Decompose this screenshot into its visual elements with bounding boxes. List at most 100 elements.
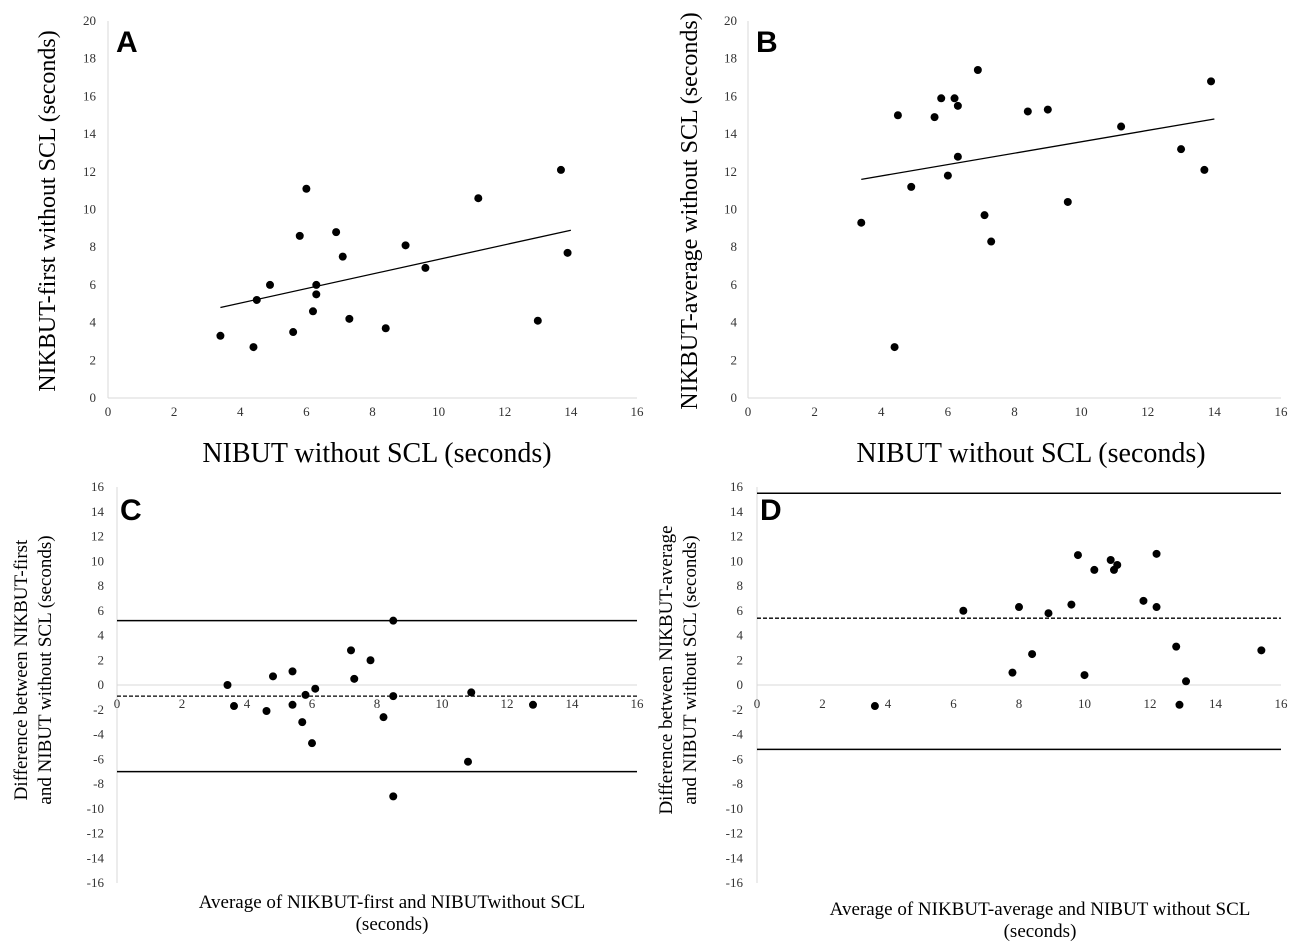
panel-b-data-point [1023, 107, 1032, 116]
panel-a-data-point [381, 324, 390, 333]
panel-c-data-point [529, 700, 537, 709]
panel-c-y-tick-label: 2 [98, 652, 105, 667]
panel-b-data-point [953, 152, 962, 161]
panel-b-data-point [907, 182, 916, 191]
panel-d-data-point [1080, 671, 1089, 680]
panel-d-data-point [870, 702, 879, 711]
panel-a-y-tick-label: 2 [90, 352, 97, 367]
panel-b-data-point [953, 101, 962, 110]
panel-a-data-point [421, 263, 430, 272]
panel-b-data-point [1117, 122, 1126, 131]
panel-d-data-point [1067, 600, 1076, 609]
panel-d-y-tick-label: -12 [726, 826, 743, 841]
panel-d-letter: D [760, 494, 782, 527]
panel-b-x-tick-label: 8 [1011, 404, 1018, 419]
panel-c-y-tick-label: -10 [87, 801, 104, 816]
panel-d-y-tick-label: -16 [726, 875, 744, 890]
panel-a-y-tick-label: 8 [90, 239, 97, 254]
panel-a-x-axis-title: NIBUT without SCL (seconds) [202, 438, 551, 469]
panel-b-data-point [950, 94, 959, 103]
panel-c-x-tick-label: 14 [566, 696, 580, 711]
panel-a-letter: A [116, 26, 138, 59]
panel-d-data-point [1028, 650, 1037, 659]
panel-c-y-tick-label: 6 [98, 603, 105, 618]
panel-d-x-axis-title-line1: Average of NIKBUT-average and NIBUT with… [830, 899, 1251, 920]
panel-b-x-tick-label: 14 [1208, 404, 1222, 419]
panel-c-data-point [262, 706, 271, 715]
panel-b-x-tick-label: 6 [945, 404, 952, 419]
panel-b-data-point [1063, 197, 1072, 206]
panel-a-data-point [474, 194, 483, 203]
panel-d-data-point [1182, 677, 1191, 686]
panel-b-y-tick-label: 18 [724, 51, 737, 66]
panel-c-y-tick-label: 16 [91, 479, 105, 494]
panel-b-x-tick-label: 0 [745, 404, 752, 419]
panel-a-data-point [216, 331, 225, 340]
panel-d-y-tick-label: -10 [726, 801, 743, 816]
panel-d-y-axis-title-line2: and NIBUT without SCL (seconds) [680, 535, 701, 804]
panel-a-trendline [220, 229, 572, 309]
panel-a-data-point [563, 248, 572, 257]
panel-b-data-point [1043, 105, 1052, 114]
panel-c-y-tick-label: 12 [91, 529, 104, 544]
panel-d-y-tick-label: -8 [732, 776, 743, 791]
panel-a-x-tick-label: 0 [105, 404, 112, 419]
panel-a-data-point [332, 228, 341, 237]
panel-b-y-tick-label: 14 [724, 126, 738, 141]
panel-c-y-tick-label: 8 [98, 578, 105, 593]
panel-b-data-point [1207, 77, 1216, 86]
panel-d-data-point [1113, 560, 1122, 569]
panel-a-y-tick-label: 4 [90, 315, 97, 330]
panel-d-data-point [1172, 642, 1181, 651]
panel-b-x-tick-label: 12 [1141, 404, 1154, 419]
panel-a-y-axis-title: NIKBUT-first without SCL (seconds) [35, 30, 61, 392]
panel-c-data-point [230, 702, 238, 711]
panel-d-y-tick-label: -4 [732, 727, 743, 742]
panel-d-data-point [1073, 551, 1082, 560]
panel-c-data-point [389, 792, 398, 801]
panel-c-x-tick-label: 2 [179, 696, 186, 711]
panel-d-y-tick-label: -2 [732, 702, 743, 717]
panel-c-y-tick-label: 14 [91, 504, 105, 519]
panel-d-data-point [1008, 668, 1017, 677]
panel-d-y-tick-label: 8 [737, 578, 744, 593]
panel-c-y-axis-title-line1: Difference between NIKBUT-first [11, 539, 32, 800]
panel-c-x-tick-label: 4 [244, 696, 251, 711]
panel-a-data-point [345, 314, 354, 323]
panel-c-data-point [288, 667, 297, 676]
panel-a-x-tick-label: 2 [171, 404, 178, 419]
panel-c: -16 -14 -12 -10 -8 -6 -4 -2 0 2 4 6 8 10 12 14 16 0 2 4 6 8 10… [11, 479, 644, 935]
panel-b-letter: B [756, 26, 778, 59]
panel-b-data-point [943, 171, 952, 180]
panel-c-data-point [467, 688, 476, 697]
panel-c-data-point [347, 646, 355, 655]
panel-a-data-point [249, 343, 258, 352]
panel-d-data-point [1139, 596, 1148, 605]
panel-a-data-point [302, 184, 311, 193]
panel-a-data-point [295, 231, 304, 240]
panel-c-data-point [350, 674, 359, 683]
panel-b-y-tick-label: 10 [724, 202, 737, 217]
panel-d-x-tick-label: 4 [885, 696, 892, 711]
panel-d-x-tick-label: 2 [819, 696, 826, 711]
panel-a-x-tick-label: 14 [564, 404, 578, 419]
panel-c-data-point [288, 700, 297, 709]
panel-b-y-tick-label: 2 [731, 352, 738, 367]
panel-d-x-tick-label: 12 [1144, 696, 1157, 711]
panel-d: -16 -14 -12 -10 -8 -6 -4 -2 0 2 4 6 8 10 12 14 16 0 2 4 6 8 10… [656, 479, 1288, 942]
panel-c-x-tick-label: 10 [436, 696, 449, 711]
panel-a-x-tick-label: 16 [631, 404, 645, 419]
panel-c-data-point [298, 718, 307, 727]
panel-a-y-tick-label: 16 [83, 88, 97, 103]
panel-d-y-tick-label: 14 [730, 504, 744, 519]
panel-b-y-axis-title: NIKBUT-average without SCL (seconds) [677, 12, 703, 409]
panel-b-data-point [890, 343, 899, 352]
panel-c-x-axis-title-line1: Average of NIKBUT-first and NIBUTwithout… [199, 892, 586, 913]
panel-b-data-point [857, 218, 866, 227]
panel-a-x-tick-label: 12 [498, 404, 511, 419]
panel-d-data-point [1015, 603, 1023, 612]
panel-a-y-tick-label: 12 [83, 164, 96, 179]
panel-d-data-point [1090, 565, 1099, 574]
panel-b: 0 2 4 6 8 10 12 14 16 18 20 0 2 4 6 8 10 12 14 16 B NIBUT wit… [677, 12, 1288, 469]
panel-a-x-tick-label: 6 [303, 404, 310, 419]
